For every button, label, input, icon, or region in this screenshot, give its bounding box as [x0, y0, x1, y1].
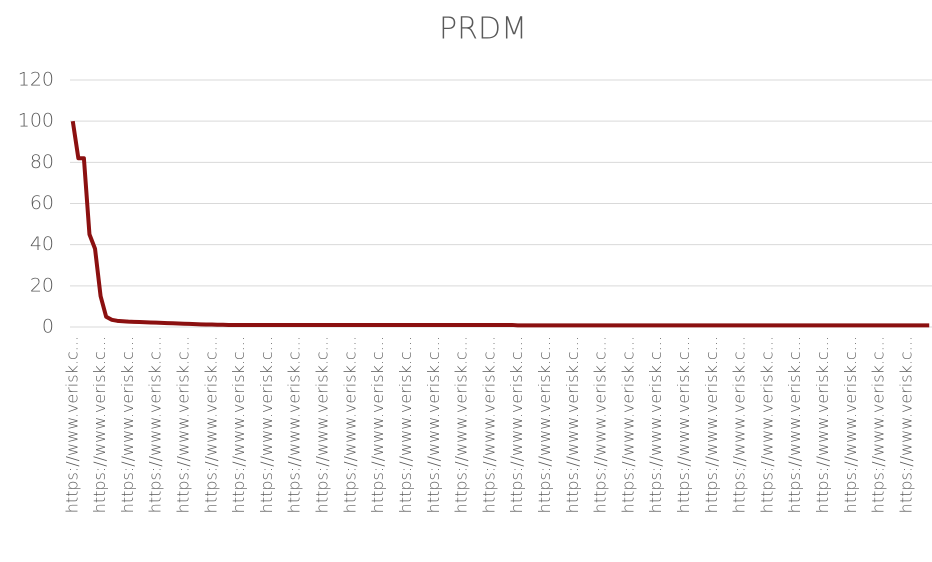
x-tick-label: https://www.verisk.c...	[174, 336, 193, 513]
x-tick-label: https://www.verisk.c...	[507, 336, 526, 513]
x-tick-label: https://www.verisk.c...	[841, 336, 860, 513]
y-tick-label: 120	[18, 69, 54, 91]
y-tick-label: 80	[30, 151, 54, 173]
x-tick-label: https://www.verisk.c...	[285, 336, 304, 513]
x-tick-label: https://www.verisk.c...	[90, 336, 109, 513]
x-tick-label: https://www.verisk.c...	[674, 336, 693, 513]
x-tick-label: https://www.verisk.c...	[313, 336, 332, 513]
x-tick-label: https://www.verisk.c...	[702, 336, 721, 513]
x-tick-label: https://www.verisk.c...	[896, 336, 915, 513]
x-tick-label: https://www.verisk.c...	[340, 336, 359, 513]
x-tick-label: https://www.verisk.c...	[813, 336, 832, 513]
x-tick-label: https://www.verisk.c...	[146, 336, 165, 513]
x-tick-label: https://www.verisk.c...	[730, 336, 749, 513]
x-tick-label: https://www.verisk.c...	[757, 336, 776, 513]
chart-title: PRDM	[439, 12, 527, 47]
x-tick-label: https://www.verisk.c...	[452, 336, 471, 513]
x-tick-label: https://www.verisk.c...	[118, 336, 137, 513]
x-tick-label: https://www.verisk.c...	[424, 336, 443, 513]
x-tick-label: https://www.verisk.c...	[563, 336, 582, 513]
x-tick-label: https://www.verisk.c...	[368, 336, 387, 513]
x-tick-label: https://www.verisk.c...	[257, 336, 276, 513]
x-tick-label: https://www.verisk.c...	[535, 336, 554, 513]
x-tick-label: https://www.verisk.c...	[618, 336, 637, 513]
y-tick-label: 20	[30, 274, 54, 296]
y-tick-label: 0	[42, 316, 54, 338]
y-tick-label: 100	[18, 110, 54, 132]
y-tick-label: 60	[30, 192, 54, 214]
x-tick-label: https://www.verisk.c...	[201, 336, 220, 513]
x-tick-label: https://www.verisk.c...	[229, 336, 248, 513]
x-tick-label: https://www.verisk.c...	[869, 336, 888, 513]
x-tick-label: https://www.verisk.c...	[785, 336, 804, 513]
x-tick-label: https://www.verisk.c...	[479, 336, 498, 513]
x-tick-label: https://www.verisk.c...	[62, 336, 81, 513]
y-tick-label: 40	[30, 233, 54, 255]
x-tick-label: https://www.verisk.c...	[591, 336, 610, 513]
x-tick-label: https://www.verisk.c...	[646, 336, 665, 513]
series-line	[70, 120, 930, 328]
x-tick-label: https://www.verisk.c...	[396, 336, 415, 513]
